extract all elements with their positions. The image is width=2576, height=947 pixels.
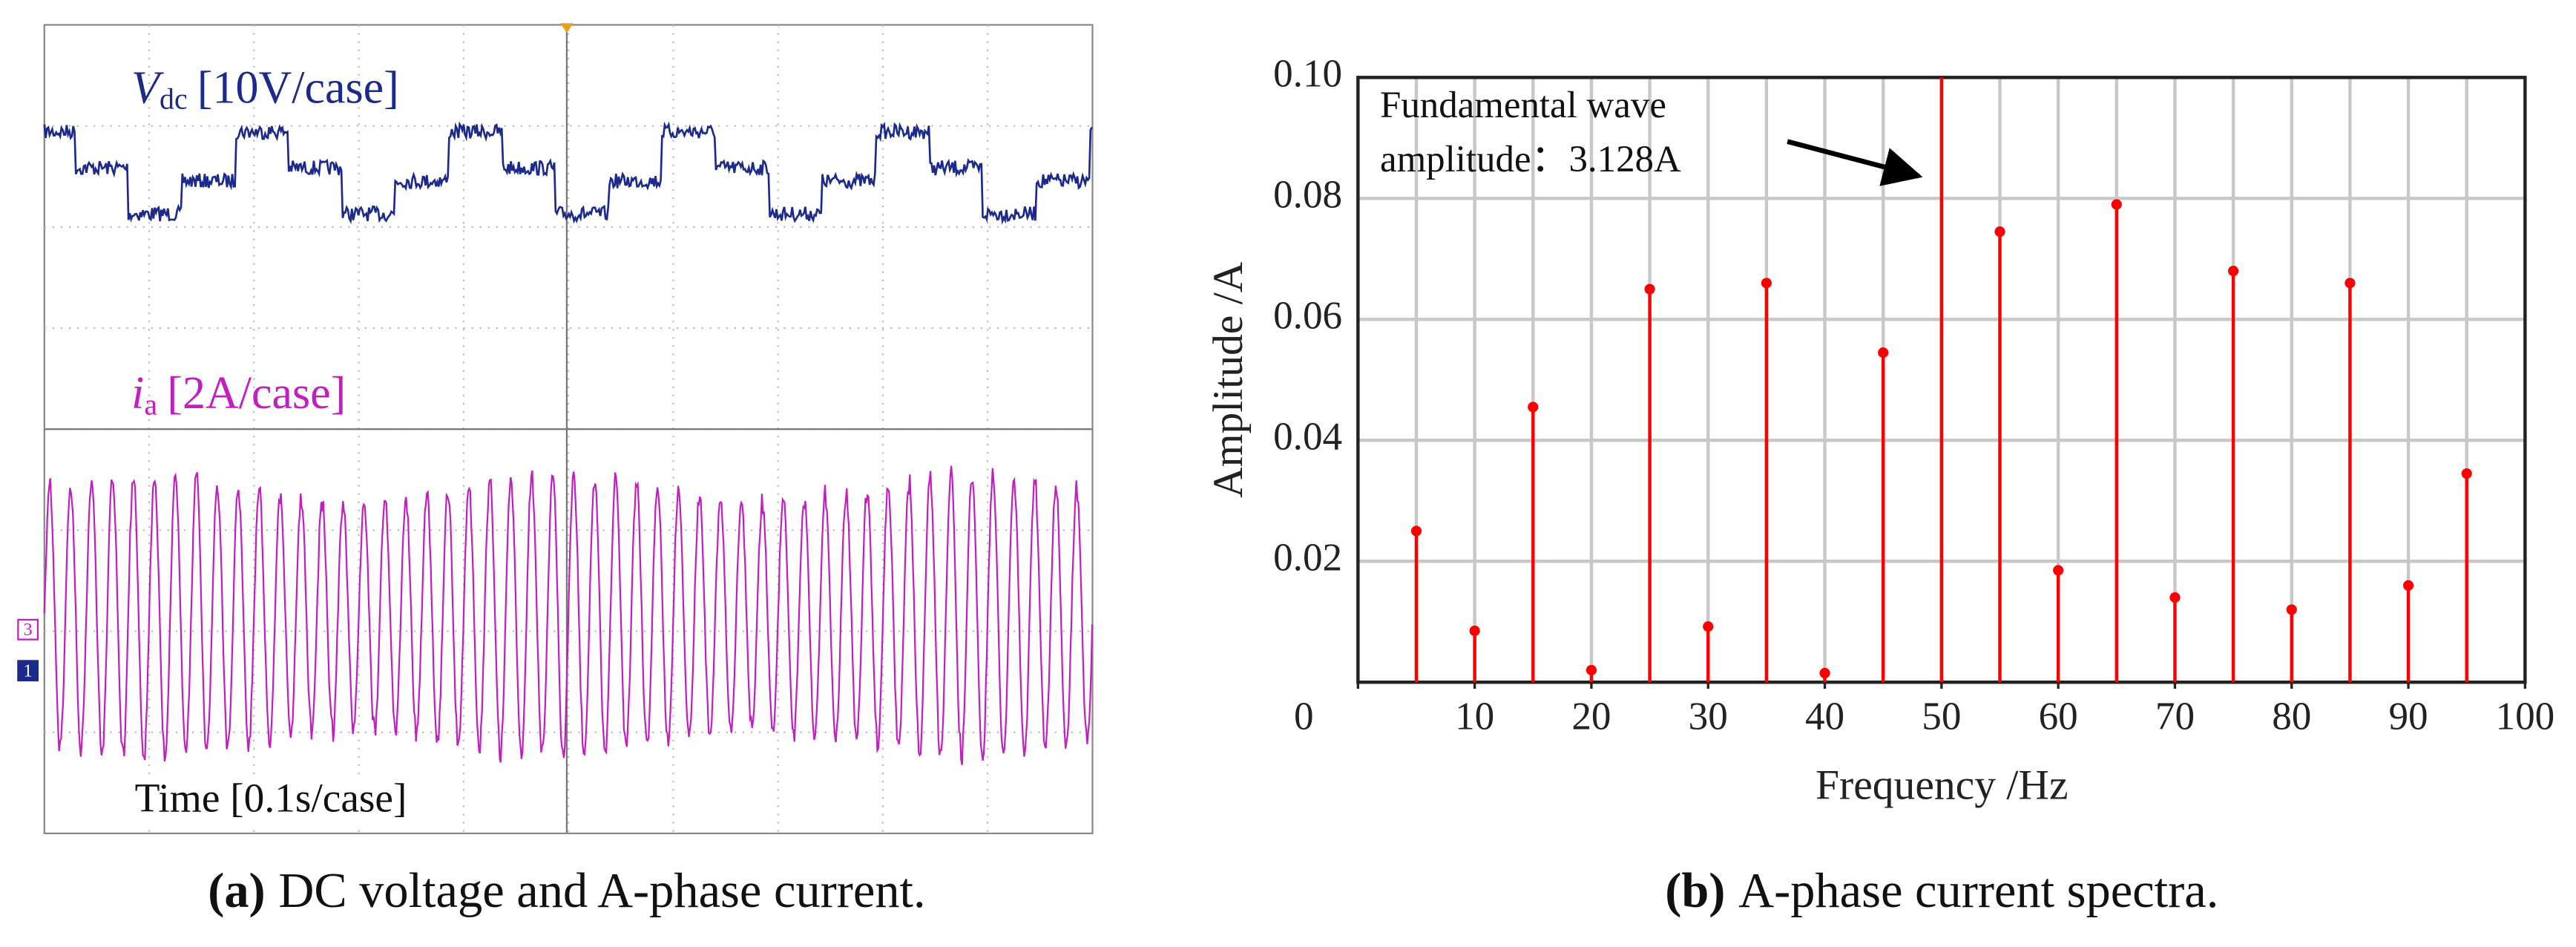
y-tick-label: 0.04 — [1273, 415, 1342, 458]
caption-label: (b) — [1665, 864, 1725, 918]
annotation: Fundamental wave — [1380, 85, 1666, 126]
x-axis-title: Frequency /Hz — [1816, 761, 2068, 808]
stem-head — [1878, 347, 1889, 358]
caption-text: DC voltage and A-phase current. — [278, 864, 925, 918]
stem-head — [1819, 667, 1830, 679]
trace-label-scale: [10V/case] — [197, 63, 399, 114]
stem-head — [2228, 266, 2239, 277]
x-tick-label: 40 — [1805, 695, 1844, 738]
trace-label: ia [2A/case] — [131, 368, 346, 421]
x-tick-label: 60 — [2039, 695, 2078, 738]
channel-marker-label: 3 — [24, 620, 33, 640]
x-tick-label: 50 — [1922, 695, 1961, 738]
stem-head — [2461, 468, 2472, 479]
caption: (a) DC voltage and A-phase current. — [208, 864, 925, 918]
y-tick-label: 0.02 — [1273, 536, 1342, 579]
stem-head — [2053, 565, 2064, 576]
x-tick-label: 70 — [2155, 695, 2195, 738]
stem-head — [2402, 580, 2414, 591]
channel-marker — [17, 618, 39, 640]
y-axis-title: Amplitude /A — [1205, 261, 1252, 498]
annotation: amplitude：3.128A — [1380, 139, 1681, 180]
caption-label: (a) — [208, 864, 265, 918]
trigger-marker — [560, 23, 574, 33]
channel-marker — [17, 660, 39, 682]
y-tick-label: 0.06 — [1273, 294, 1342, 337]
x-tick-label: 90 — [2388, 695, 2428, 738]
xlabel-bg — [123, 774, 452, 828]
stem-head — [1586, 664, 1597, 676]
stem-head — [1703, 621, 1714, 632]
stem-head — [1644, 284, 1655, 295]
x-tick-label: 100 — [2496, 695, 2555, 738]
stem-head — [1761, 278, 1772, 289]
stem-head — [1994, 226, 2005, 237]
stem-head — [1528, 402, 1539, 413]
stem-head — [1469, 625, 1480, 637]
scope-panel: Vdc [10V/case] ia [2A/case] Time [0.1s/case]… — [17, 23, 1094, 918]
x-tick-label: 10 — [1455, 695, 1494, 738]
stem-head — [2345, 278, 2356, 289]
trace-label-scale: [2A/case] — [167, 368, 346, 419]
trace-label: Vdc [10V/case] — [131, 63, 399, 116]
trace-label-name: V — [131, 63, 164, 114]
y-tick-label: 0.10 — [1273, 53, 1342, 96]
x-tick-label: 30 — [1689, 695, 1728, 738]
channel-marker-label: 1 — [24, 661, 33, 681]
annotation-arrow — [1787, 139, 1923, 186]
x-tick-label: 0 — [1294, 695, 1314, 738]
caption: (b) A-phase current spectra. — [1665, 864, 2218, 918]
vdc-trace — [43, 121, 1093, 225]
stem-head — [2286, 604, 2297, 615]
trace-label-subscript: a — [144, 388, 157, 422]
spectrum-panel: 0.02 0.04 0.06 0.08 0.10 0 10 20 30 40 50 60 70 80 90 1… — [1205, 53, 2555, 919]
y-tick-label: 0.08 — [1273, 174, 1342, 217]
stem-head — [1410, 525, 1422, 537]
stem-head — [2169, 592, 2181, 603]
x-tick-label: 20 — [1571, 695, 1611, 738]
trace-label-name: i — [131, 368, 144, 419]
x-label: Time [0.1s/case] — [135, 776, 407, 821]
ia-trace — [43, 465, 1094, 766]
trace-label-subscript: dc — [160, 82, 188, 116]
x-tick-label: 80 — [2272, 695, 2311, 738]
stem-head — [2111, 199, 2122, 210]
stems — [1410, 77, 2472, 683]
caption-text: A-phase current spectra. — [1738, 864, 2218, 918]
